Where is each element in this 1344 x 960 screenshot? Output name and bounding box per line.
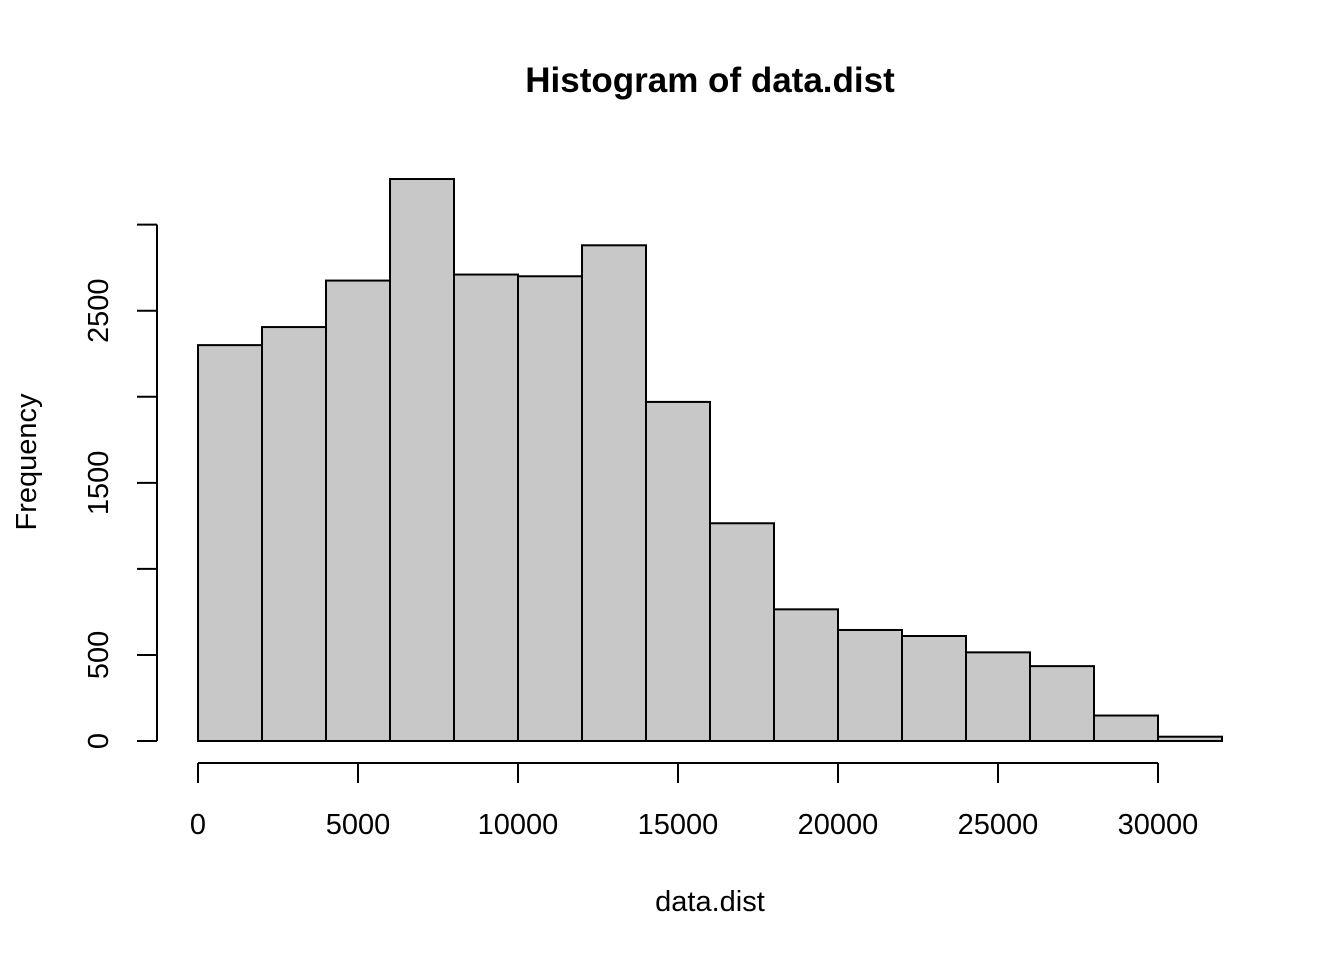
histogram-bar-1 xyxy=(261,326,327,742)
x-tick-label-6: 30000 xyxy=(1118,809,1199,841)
histogram-bar-3 xyxy=(389,178,455,743)
y-axis: 0 500 1500 2500 xyxy=(83,223,158,749)
x-axis: 0 5000 10000 15000 20000 25000 30000 xyxy=(190,762,1199,841)
histogram-bar-2 xyxy=(325,279,391,742)
histogram-bar-8 xyxy=(709,522,775,742)
x-tick-label-0: 0 xyxy=(190,809,206,841)
x-tick-label-2: 10000 xyxy=(478,809,559,841)
histogram-bar-7 xyxy=(645,400,711,742)
chart-title: Histogram of data.dist xyxy=(525,61,895,100)
x-tick-label-1: 5000 xyxy=(326,809,391,841)
bars-group xyxy=(197,178,1223,743)
histogram-bar-6 xyxy=(581,244,647,742)
histogram-bar-5 xyxy=(517,275,583,742)
y-tick-label-3: 1500 xyxy=(83,451,115,516)
x-tick-label-4: 20000 xyxy=(798,809,879,841)
histogram-bar-11 xyxy=(901,635,967,742)
x-axis-label: data.dist xyxy=(655,886,765,918)
histogram-bar-10 xyxy=(837,628,903,742)
x-tick-label-3: 15000 xyxy=(638,809,719,841)
y-tick-label-5: 2500 xyxy=(83,278,115,343)
histogram-bar-4 xyxy=(453,273,519,742)
histogram-bar-13 xyxy=(1029,665,1095,742)
y-tick-label-0: 0 xyxy=(83,733,115,749)
y-axis-label: Frequency xyxy=(11,393,43,531)
histogram-bar-9 xyxy=(773,608,839,742)
y-tick-label-1: 500 xyxy=(83,631,115,679)
x-tick-label-5: 25000 xyxy=(958,809,1039,841)
histogram-bar-14 xyxy=(1093,714,1159,743)
histogram-bar-0 xyxy=(197,344,263,742)
histogram-bar-12 xyxy=(965,651,1031,743)
histogram-bar-15 xyxy=(1157,735,1223,742)
